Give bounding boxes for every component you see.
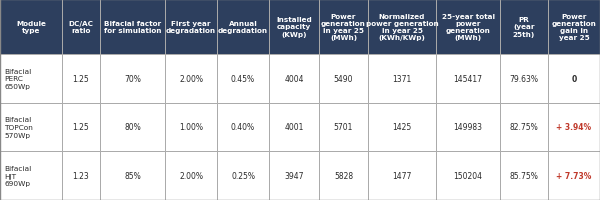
Bar [269,55,319,103]
Bar [500,0,548,55]
Text: 5701: 5701 [334,123,353,132]
Bar [500,152,548,200]
Bar [165,152,217,200]
Text: Bifacial
PERC
650Wp: Bifacial PERC 650Wp [4,68,31,90]
Text: 1371: 1371 [392,74,412,83]
Bar [319,103,368,152]
Bar [436,0,500,55]
Text: 5490: 5490 [334,74,353,83]
Bar [500,55,548,103]
Bar [368,55,436,103]
Bar [0,0,62,55]
Text: 85.75%: 85.75% [509,171,538,180]
Text: Bifacial factor
for simulation: Bifacial factor for simulation [104,21,161,34]
Bar [62,55,100,103]
Text: Installed
capacity
(KWp): Installed capacity (KWp) [276,17,312,38]
Bar [319,0,368,55]
Text: 149983: 149983 [454,123,482,132]
Bar [217,152,269,200]
Bar [165,0,217,55]
Bar [269,152,319,200]
Bar [368,152,436,200]
Text: 1.25: 1.25 [73,123,89,132]
Text: 80%: 80% [124,123,141,132]
Bar [100,0,165,55]
Text: 145417: 145417 [454,74,482,83]
Bar [100,55,165,103]
Text: Module
type: Module type [16,21,46,34]
Text: 2.00%: 2.00% [179,171,203,180]
Bar [165,103,217,152]
Bar [319,55,368,103]
Text: 4001: 4001 [284,123,304,132]
Bar [165,55,217,103]
Bar [319,152,368,200]
Text: Power
generation
gain in
year 25: Power generation gain in year 25 [551,14,596,41]
Bar [62,103,100,152]
Text: 0.40%: 0.40% [231,123,255,132]
Bar [548,55,600,103]
Bar [436,103,500,152]
Bar [368,103,436,152]
Bar [548,103,600,152]
Text: Bifacial
HJT
690Wp: Bifacial HJT 690Wp [4,165,31,186]
Bar [500,103,548,152]
Text: DC/AC
ratio: DC/AC ratio [68,21,94,34]
Text: 150204: 150204 [454,171,482,180]
Text: 2.00%: 2.00% [179,74,203,83]
Text: First year
degradation: First year degradation [166,21,216,34]
Bar [436,55,500,103]
Text: Power
generation
in year 25
(MWh): Power generation in year 25 (MWh) [321,14,366,41]
Bar [217,55,269,103]
Text: 1.00%: 1.00% [179,123,203,132]
Text: PR
(year
25th): PR (year 25th) [513,17,535,38]
Bar [269,103,319,152]
Bar [217,0,269,55]
Text: 1.25: 1.25 [73,74,89,83]
Bar [0,152,62,200]
Bar [0,55,62,103]
Text: + 7.73%: + 7.73% [556,171,592,180]
Bar [436,152,500,200]
Text: 79.63%: 79.63% [509,74,539,83]
Bar [62,0,100,55]
Text: 70%: 70% [124,74,141,83]
Bar [62,152,100,200]
Text: Normalized
power generation
in year 25
(KWh/KWp): Normalized power generation in year 25 (… [365,14,439,41]
Text: 3947: 3947 [284,171,304,180]
Text: 0.45%: 0.45% [231,74,255,83]
Text: 82.75%: 82.75% [509,123,538,132]
Text: 5828: 5828 [334,171,353,180]
Bar [100,103,165,152]
Text: 0.25%: 0.25% [231,171,255,180]
Bar [548,0,600,55]
Text: + 3.94%: + 3.94% [556,123,592,132]
Text: Annual
degradation: Annual degradation [218,21,268,34]
Text: 4004: 4004 [284,74,304,83]
Text: 0: 0 [571,74,577,83]
Bar [368,0,436,55]
Text: 25-year total
power
generation
(MWh): 25-year total power generation (MWh) [442,14,494,41]
Text: 85%: 85% [124,171,141,180]
Bar [548,152,600,200]
Text: 1477: 1477 [392,171,412,180]
Text: 1425: 1425 [392,123,412,132]
Bar [0,103,62,152]
Bar [217,103,269,152]
Text: 1.23: 1.23 [73,171,89,180]
Text: Bifacial
TOPCon
570Wp: Bifacial TOPCon 570Wp [4,117,33,138]
Bar [100,152,165,200]
Bar [269,0,319,55]
